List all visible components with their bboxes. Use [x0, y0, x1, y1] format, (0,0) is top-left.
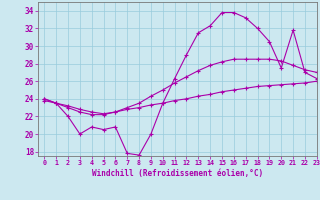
X-axis label: Windchill (Refroidissement éolien,°C): Windchill (Refroidissement éolien,°C) — [92, 169, 263, 178]
